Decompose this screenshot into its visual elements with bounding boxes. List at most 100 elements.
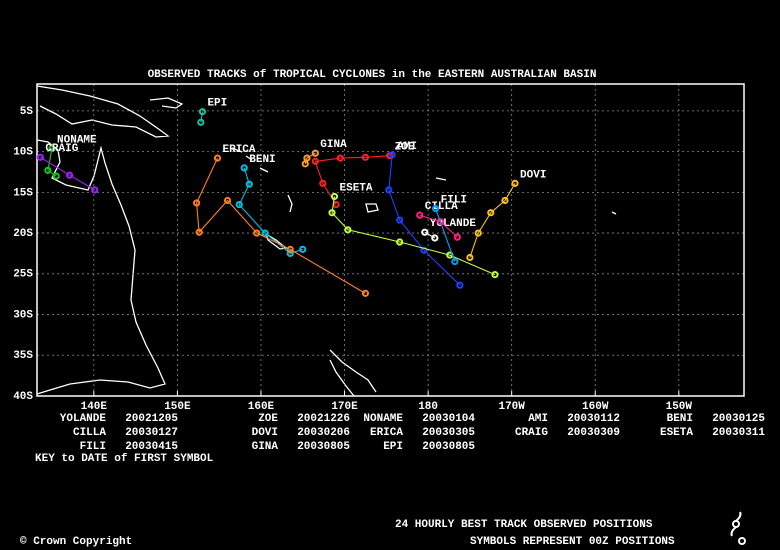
cyclone-icon-arms [730, 511, 742, 537]
legend-name: YOLANDE [60, 413, 107, 425]
footer-line: SYMBOLS REPRESENT 00Z POSITIONS [470, 536, 675, 548]
footer-line: 24 HOURLY BEST TRACK OBSERVED POSITIONS [395, 519, 653, 531]
track-position [451, 257, 459, 266]
track-position [223, 196, 232, 205]
track-position [65, 171, 74, 179]
track-position [197, 118, 205, 126]
legend-date: 20030206 [297, 427, 350, 439]
track-label: ERICA [223, 144, 256, 156]
track-position [319, 179, 327, 187]
track-position [396, 216, 404, 224]
track-position [511, 179, 519, 187]
track-line [196, 157, 366, 294]
track-label: ESETA [340, 182, 373, 194]
track-position [453, 233, 461, 241]
y-tick-label: 5S [20, 106, 34, 118]
track-position [91, 186, 99, 194]
track-position [301, 160, 309, 168]
x-tick-label: 170W [498, 401, 525, 413]
fiji-coast [365, 203, 379, 213]
legend-date: 20030125 [712, 413, 765, 425]
track-position [361, 289, 370, 297]
new-guinea-coast [36, 85, 170, 138]
cyclone-track: GINA [301, 139, 347, 168]
legend-name: ERICA [370, 427, 403, 439]
track-position [311, 157, 319, 165]
track-position [396, 238, 404, 246]
y-tick-label: 10S [13, 147, 33, 159]
track-position [432, 205, 440, 213]
cyclone-track: CRAIG [36, 143, 99, 194]
cyclone-track: ESETA [328, 182, 499, 279]
track-position [261, 229, 269, 237]
track-label: FILI [441, 195, 467, 207]
legend-name: ZOE [258, 413, 278, 425]
track-position [456, 281, 464, 289]
legend-name: CRAIG [515, 427, 548, 439]
track-position [195, 228, 203, 236]
legend-date: 20030305 [422, 427, 475, 439]
vanuatu-coast [287, 194, 293, 213]
cyclone-track: FILI [432, 195, 467, 266]
cyclone-track: DOVI [466, 169, 546, 262]
key-note: KEY to DATE of FIRST SYMBOL [35, 453, 214, 465]
legend-date: 20030104 [422, 413, 475, 425]
track-position [299, 245, 307, 253]
cyclone-icon [730, 511, 746, 545]
track-label: EPI [207, 98, 227, 110]
track-position [240, 164, 248, 172]
x-tick-label: 170E [331, 401, 358, 413]
legend-name: EPI [383, 441, 403, 453]
track-position [213, 154, 222, 162]
track-position [420, 246, 428, 254]
track-position [286, 249, 294, 258]
track-position [361, 153, 370, 161]
legend-name: FILI [80, 441, 106, 453]
track-position [344, 226, 352, 234]
map-frame [36, 83, 745, 397]
legend-date: 20030805 [297, 441, 350, 453]
track-line [435, 208, 456, 262]
track-position [501, 196, 509, 205]
legend-date: 20021205 [125, 413, 178, 425]
track-position [474, 229, 482, 237]
track-position [36, 153, 44, 161]
track-position [198, 108, 207, 116]
legend-name: AMI [528, 413, 548, 425]
chart-title: OBSERVED TRACKS of TROPICAL CYCLONES in … [148, 69, 597, 81]
x-tick-label: 140E [81, 401, 108, 413]
track-position [388, 151, 396, 159]
track-position [235, 200, 243, 209]
track-label: BENI [249, 154, 275, 166]
y-tick-label: 30S [13, 309, 33, 321]
track-position [437, 218, 445, 226]
track-label: DOVI [520, 169, 546, 181]
track-position [431, 234, 439, 242]
x-tick-label: 160E [248, 401, 275, 413]
samoa-coast [435, 177, 617, 215]
track-position [311, 149, 319, 157]
track-label: YOLANDE [430, 218, 477, 230]
cyclone-icon-eye [732, 520, 740, 528]
coastlines [36, 85, 617, 397]
x-tick-label: 180 [418, 401, 438, 413]
legend-name: CILLA [73, 427, 106, 439]
new-britain-coast [149, 97, 184, 109]
track-line [314, 155, 390, 205]
track-position [491, 271, 499, 279]
y-tick-label: 40S [13, 391, 33, 403]
track-line [331, 196, 496, 276]
track-label: AMI [397, 141, 417, 153]
legend-name: DOVI [252, 427, 278, 439]
track-line [40, 156, 95, 191]
y-tick-label: 25S [13, 269, 33, 281]
track-position [336, 154, 344, 162]
track-position [44, 166, 52, 174]
track-position [487, 209, 495, 217]
track-position [48, 144, 56, 152]
new-zealand-coast [329, 349, 377, 397]
legend-date: 20030805 [422, 441, 475, 453]
cyclone-icon-eye [738, 537, 746, 545]
legend-date: 20021226 [297, 413, 350, 425]
track-position [421, 228, 429, 236]
